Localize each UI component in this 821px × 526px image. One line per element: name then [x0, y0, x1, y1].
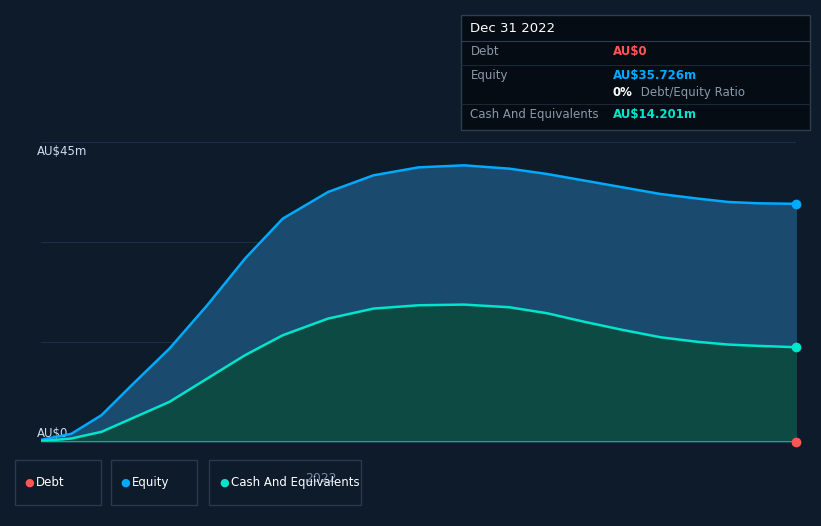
- Text: Debt/Equity Ratio: Debt/Equity Ratio: [637, 86, 745, 99]
- Text: AU$0: AU$0: [612, 45, 647, 58]
- Text: Equity: Equity: [470, 69, 508, 82]
- Text: ●: ●: [25, 478, 34, 488]
- Text: AU$0: AU$0: [37, 427, 69, 440]
- Text: 2022: 2022: [305, 472, 337, 485]
- Text: AU$35.726m: AU$35.726m: [612, 69, 696, 82]
- Text: 0%: 0%: [612, 86, 632, 99]
- Text: Debt: Debt: [470, 45, 499, 58]
- Text: AU$14.201m: AU$14.201m: [612, 108, 696, 121]
- Text: ●: ●: [121, 478, 131, 488]
- Text: Dec 31 2022: Dec 31 2022: [470, 22, 556, 35]
- Text: ●: ●: [219, 478, 229, 488]
- Text: Cash And Equivalents: Cash And Equivalents: [470, 108, 599, 121]
- Text: Debt: Debt: [36, 476, 65, 489]
- Text: AU$45m: AU$45m: [37, 145, 88, 158]
- Text: Equity: Equity: [132, 476, 170, 489]
- Text: Cash And Equivalents: Cash And Equivalents: [231, 476, 360, 489]
